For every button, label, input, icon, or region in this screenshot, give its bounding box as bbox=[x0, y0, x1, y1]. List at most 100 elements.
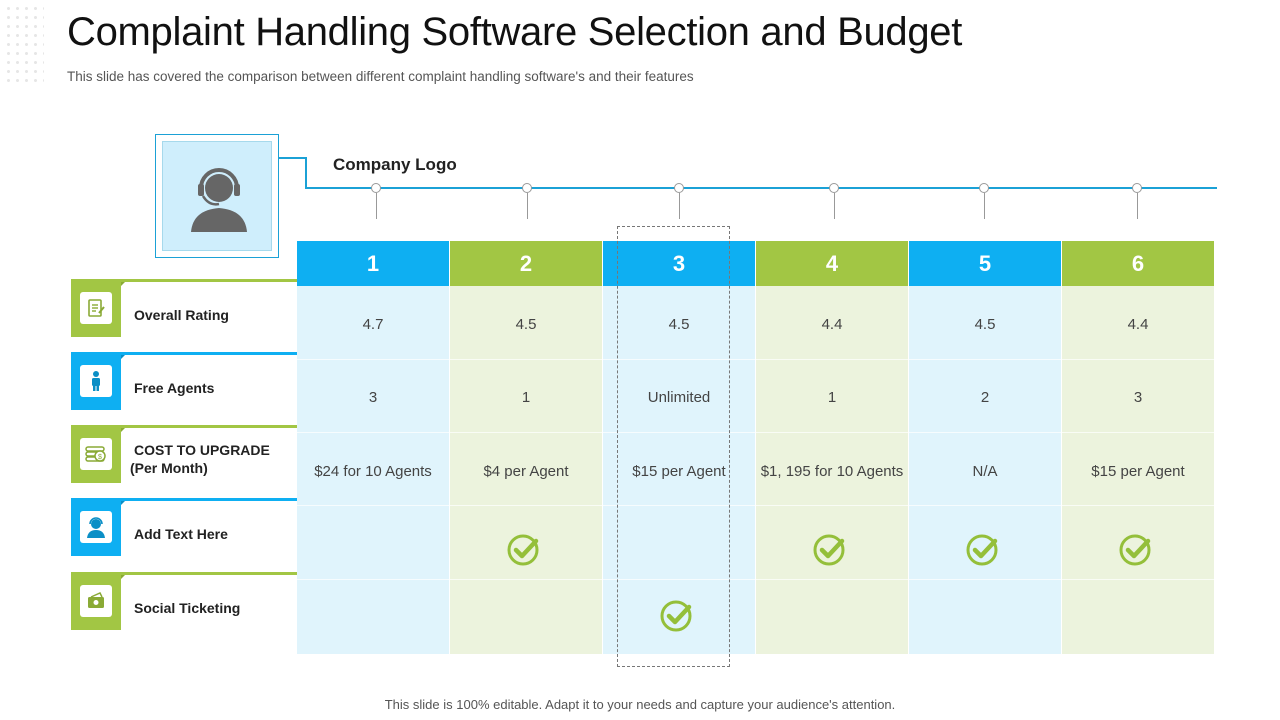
row-divider bbox=[603, 432, 755, 433]
free-agents-value: 3 bbox=[368, 389, 378, 406]
row-divider bbox=[603, 359, 755, 360]
rating-value: 4.7 bbox=[362, 316, 384, 333]
row-divider bbox=[756, 579, 908, 580]
rating-value: 4.5 bbox=[515, 316, 537, 333]
row-divider bbox=[1062, 432, 1214, 433]
row-accent-line bbox=[121, 279, 297, 282]
tab-fold bbox=[121, 352, 128, 359]
check-icon bbox=[812, 532, 848, 573]
decorative-dots bbox=[4, 4, 44, 84]
column-number: 4 bbox=[756, 241, 908, 286]
row-divider bbox=[756, 432, 908, 433]
timeline-line bbox=[305, 187, 1217, 189]
row-divider bbox=[450, 505, 602, 506]
footer-note: This slide is 100% editable. Adapt it to… bbox=[384, 697, 896, 712]
free-agents-value: 2 bbox=[980, 389, 990, 406]
tab-fold bbox=[121, 279, 128, 286]
rating-icon bbox=[80, 292, 112, 324]
check-icon bbox=[965, 532, 1001, 573]
row-divider bbox=[1062, 579, 1214, 580]
slide-title: Complaint Handling Software Selection an… bbox=[67, 10, 963, 54]
company-logo-box bbox=[155, 134, 279, 258]
support-agent-icon bbox=[191, 168, 247, 232]
free-agents-value: 3 bbox=[1133, 389, 1143, 406]
row-divider bbox=[1062, 505, 1214, 506]
cost-value: $1, 195 for 10 Agents bbox=[760, 463, 904, 480]
row-accent-line bbox=[121, 425, 297, 428]
row-icon-tab bbox=[71, 279, 121, 337]
cost-value: $15 per Agent bbox=[632, 463, 726, 480]
svg-text:$: $ bbox=[98, 454, 102, 461]
column-body: 4.4 1 $1, 195 for 10 Agents bbox=[756, 286, 908, 654]
timeline-tick bbox=[834, 193, 835, 219]
row-divider bbox=[909, 432, 1061, 433]
row-divider bbox=[909, 579, 1061, 580]
timeline-node bbox=[522, 183, 532, 193]
cost-value: $4 per Agent bbox=[483, 463, 569, 480]
row-label-subtext: (Per Month) bbox=[130, 460, 208, 476]
tab-fold bbox=[121, 498, 128, 505]
cost-value: $24 for 10 Agents bbox=[314, 463, 432, 480]
row-icon-tab bbox=[71, 572, 121, 630]
rating-value: 4.4 bbox=[821, 316, 843, 333]
row-label-text: Free Agents bbox=[134, 380, 215, 396]
company-logo-label: Company Logo bbox=[333, 155, 457, 174]
timeline-tick bbox=[527, 193, 528, 219]
row-label-text: Overall Rating bbox=[134, 307, 229, 323]
row-label-3: $ COST TO UPGRADE (Per Month) bbox=[71, 425, 297, 483]
rating-value: 4.4 bbox=[1127, 316, 1149, 333]
row-accent-line bbox=[121, 498, 297, 501]
row-label-5: Social Ticketing bbox=[71, 572, 297, 630]
agent-icon bbox=[80, 365, 112, 397]
software-column-6: 6 4.4 3 $15 per Agent bbox=[1062, 241, 1214, 654]
logo-placeholder bbox=[162, 141, 272, 251]
row-divider bbox=[603, 505, 755, 506]
timeline-tick bbox=[984, 193, 985, 219]
column-body: 4.7 3 $24 for 10 Agents bbox=[297, 286, 449, 654]
slide-subtitle: This slide has covered the comparison be… bbox=[67, 69, 694, 84]
timeline-tick bbox=[679, 193, 680, 219]
row-divider bbox=[297, 579, 449, 580]
timeline-node bbox=[674, 183, 684, 193]
row-divider bbox=[297, 359, 449, 360]
row-divider bbox=[450, 359, 602, 360]
row-icon-tab bbox=[71, 498, 121, 556]
row-label-text: Add Text Here bbox=[134, 526, 228, 542]
check-icon bbox=[506, 532, 542, 573]
timeline-tick bbox=[1137, 193, 1138, 219]
row-divider bbox=[909, 505, 1061, 506]
row-label-2: Free Agents bbox=[71, 352, 297, 410]
row-divider bbox=[1062, 359, 1214, 360]
free-agents-value: 1 bbox=[827, 389, 837, 406]
row-divider bbox=[756, 505, 908, 506]
row-label-1: Overall Rating bbox=[71, 279, 297, 337]
column-number: 5 bbox=[909, 241, 1061, 286]
tab-fold bbox=[121, 425, 128, 432]
software-column-1: 1 4.7 3 $24 for 10 Agents bbox=[297, 241, 449, 654]
user-icon bbox=[80, 511, 112, 543]
row-divider bbox=[297, 505, 449, 506]
money-icon: $ bbox=[80, 438, 112, 470]
timeline-node bbox=[829, 183, 839, 193]
column-body: 4.5 2 N/A bbox=[909, 286, 1061, 654]
timeline-node bbox=[979, 183, 989, 193]
row-accent-line bbox=[121, 352, 297, 355]
row-label-text: COST TO UPGRADE bbox=[134, 442, 270, 458]
free-agents-value: 1 bbox=[521, 389, 531, 406]
row-icon-tab bbox=[71, 352, 121, 410]
software-column-4: 4 4.4 1 $1, 195 for 10 Agents bbox=[756, 241, 908, 654]
tab-fold bbox=[121, 572, 128, 579]
logo-connector bbox=[279, 157, 306, 159]
logo-connector-vertical bbox=[305, 157, 307, 188]
software-column-5: 5 4.5 2 N/A bbox=[909, 241, 1061, 654]
timeline-node bbox=[371, 183, 381, 193]
row-label-4: Add Text Here bbox=[71, 498, 297, 556]
cost-value: $15 per Agent bbox=[1091, 463, 1185, 480]
free-agents-value: Unlimited bbox=[647, 389, 711, 406]
cost-value: N/A bbox=[972, 463, 998, 480]
column-body: 4.4 3 $15 per Agent bbox=[1062, 286, 1214, 654]
ticket-icon bbox=[80, 585, 112, 617]
column-number: 2 bbox=[450, 241, 602, 286]
rating-value: 4.5 bbox=[974, 316, 996, 333]
row-divider bbox=[756, 359, 908, 360]
